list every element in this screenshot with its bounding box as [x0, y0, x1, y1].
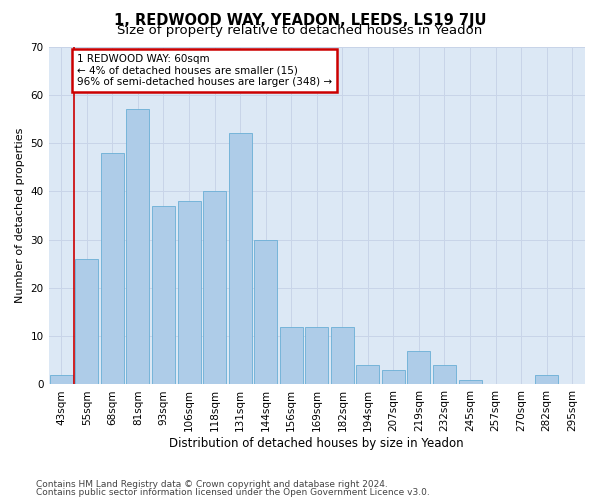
Bar: [407, 350, 430, 384]
Bar: [229, 134, 251, 384]
Bar: [203, 192, 226, 384]
Text: 1 REDWOOD WAY: 60sqm
← 4% of detached houses are smaller (15)
96% of semi-detach: 1 REDWOOD WAY: 60sqm ← 4% of detached ho…: [77, 54, 332, 87]
Bar: [458, 380, 482, 384]
Bar: [50, 375, 73, 384]
Bar: [382, 370, 405, 384]
Bar: [535, 375, 558, 384]
Text: 1, REDWOOD WAY, YEADON, LEEDS, LS19 7JU: 1, REDWOOD WAY, YEADON, LEEDS, LS19 7JU: [114, 12, 486, 28]
Bar: [356, 365, 379, 384]
Bar: [101, 152, 124, 384]
Bar: [305, 326, 328, 384]
Bar: [280, 326, 303, 384]
Bar: [178, 201, 200, 384]
Bar: [127, 110, 149, 384]
Y-axis label: Number of detached properties: Number of detached properties: [15, 128, 25, 303]
Text: Contains HM Land Registry data © Crown copyright and database right 2024.: Contains HM Land Registry data © Crown c…: [36, 480, 388, 489]
Bar: [254, 240, 277, 384]
Bar: [331, 326, 354, 384]
Text: Contains public sector information licensed under the Open Government Licence v3: Contains public sector information licen…: [36, 488, 430, 497]
Bar: [76, 259, 98, 384]
Bar: [152, 206, 175, 384]
Text: Size of property relative to detached houses in Yeadon: Size of property relative to detached ho…: [118, 24, 482, 37]
Bar: [433, 365, 456, 384]
X-axis label: Distribution of detached houses by size in Yeadon: Distribution of detached houses by size …: [169, 437, 464, 450]
